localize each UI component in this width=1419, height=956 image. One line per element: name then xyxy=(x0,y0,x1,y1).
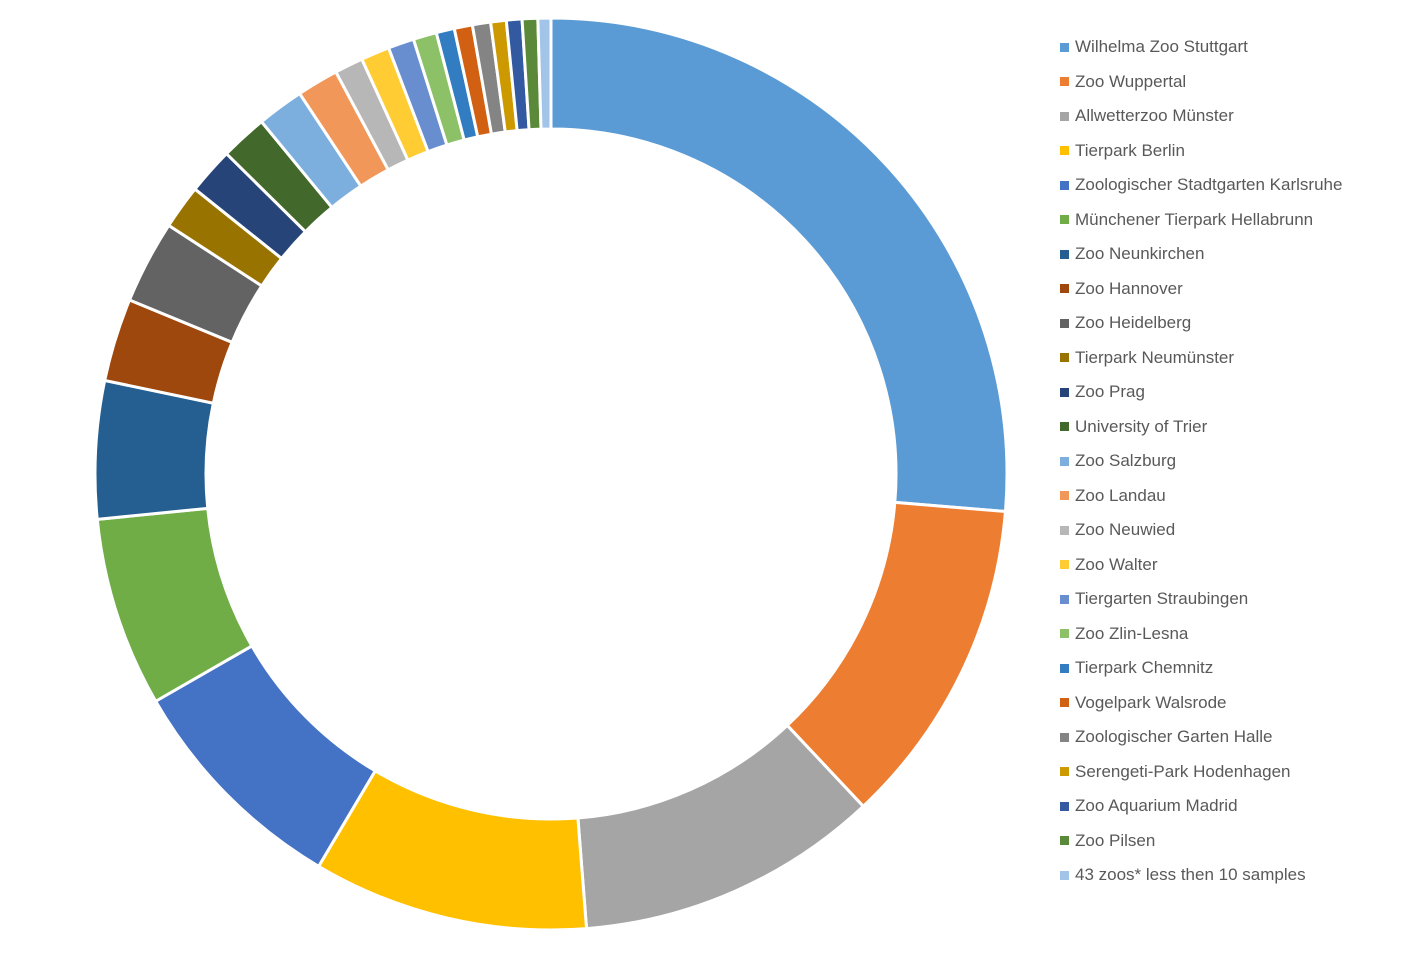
legend-item: Tierpark Berlin xyxy=(1060,134,1415,169)
legend-item: Vogelpark Walsrode xyxy=(1060,686,1415,721)
legend-swatch xyxy=(1060,767,1069,777)
legend-label: Tierpark Chemnitz xyxy=(1075,658,1214,678)
legend-item: Zoo Wuppertal xyxy=(1060,65,1415,100)
legend-swatch xyxy=(1060,629,1069,639)
legend-swatch xyxy=(1060,249,1069,259)
legend-label: Tierpark Berlin xyxy=(1075,140,1185,160)
legend-swatch xyxy=(1060,594,1069,604)
legend-label: Zoologischer Stadtgarten Karlsruhe xyxy=(1075,175,1343,195)
legend-item: Zoologischer Garten Halle xyxy=(1060,720,1415,755)
legend-label: Zoo Neuwied xyxy=(1075,520,1176,540)
legend-swatch xyxy=(1060,77,1069,87)
legend-item: University of Trier xyxy=(1060,410,1415,445)
legend-item: Zoo Prag xyxy=(1060,375,1415,410)
legend-swatch xyxy=(1060,42,1069,52)
legend-swatch xyxy=(1060,422,1069,432)
legend-label: Zoo Heidelberg xyxy=(1075,313,1192,333)
legend-item: Wilhelma Zoo Stuttgart xyxy=(1060,30,1415,65)
legend-swatch xyxy=(1060,456,1069,466)
legend-label: 43 zoos* less then 10 samples xyxy=(1075,865,1306,885)
legend-swatch xyxy=(1060,732,1069,742)
legend-item: Zoo Heidelberg xyxy=(1060,306,1415,341)
legend-item: Tiergarten Straubingen xyxy=(1060,582,1415,617)
legend-item: Zoo Walter xyxy=(1060,548,1415,583)
legend-item: Zoo Pilsen xyxy=(1060,824,1415,859)
legend-item: Serengeti-Park Hodenhagen xyxy=(1060,755,1415,790)
legend-item: Zoo Hannover xyxy=(1060,272,1415,307)
legend-swatch xyxy=(1060,491,1069,501)
legend-swatch xyxy=(1060,215,1069,225)
donut-slice-1 xyxy=(549,16,1009,514)
legend-label: Zoo Salzburg xyxy=(1075,451,1177,471)
legend-label: University of Trier xyxy=(1075,416,1208,436)
donut-slice-7 xyxy=(93,378,216,522)
legend-swatch xyxy=(1060,353,1069,363)
legend-swatch xyxy=(1060,560,1069,570)
legend-label: Zoo Pilsen xyxy=(1075,830,1156,850)
legend-label: Zoologischer Garten Halle xyxy=(1075,727,1273,747)
legend-item: Zoo Landau xyxy=(1060,479,1415,514)
legend-swatch xyxy=(1060,318,1069,328)
legend-label: Zoo Aquarium Madrid xyxy=(1075,796,1238,816)
legend-item: Zoo Salzburg xyxy=(1060,444,1415,479)
legend-item: Zoo Neuwied xyxy=(1060,513,1415,548)
legend-label: Vogelpark Walsrode xyxy=(1075,692,1227,712)
legend-swatch xyxy=(1060,525,1069,535)
legend-item: Tierpark Neumünster xyxy=(1060,341,1415,376)
legend-label: Zoo Hannover xyxy=(1075,278,1183,298)
legend-label: Zoo Prag xyxy=(1075,382,1145,402)
legend-item: Zoo Aquarium Madrid xyxy=(1060,789,1415,824)
legend-swatch xyxy=(1060,284,1069,294)
legend-label: Tierpark Neumünster xyxy=(1075,347,1235,367)
chart-legend: Wilhelma Zoo Stuttgart Zoo Wuppertal Allwe… xyxy=(1060,30,1415,893)
donut-slice-25 xyxy=(536,16,553,131)
legend-item: Zoo Zlin-Lesna xyxy=(1060,617,1415,652)
legend-item: Tierpark Chemnitz xyxy=(1060,651,1415,686)
legend-item: Allwetterzoo Münster xyxy=(1060,99,1415,134)
legend-swatch xyxy=(1060,698,1069,708)
donut-chart xyxy=(93,16,1009,932)
legend-label: Zoo Walter xyxy=(1075,554,1158,574)
legend-label: Tiergarten Straubingen xyxy=(1075,589,1249,609)
legend-label: Zoo Wuppertal xyxy=(1075,71,1187,91)
legend-swatch xyxy=(1060,111,1069,121)
legend-label: Zoo Neunkirchen xyxy=(1075,244,1205,264)
legend-swatch xyxy=(1060,663,1069,673)
legend-label: Allwetterzoo Münster xyxy=(1075,106,1234,126)
legend-label: Zoo Landau xyxy=(1075,485,1166,505)
legend-label: Münchener Tierpark Hellabrunn xyxy=(1075,209,1314,229)
legend-label: Wilhelma Zoo Stuttgart xyxy=(1075,37,1248,57)
legend-swatch xyxy=(1060,180,1069,190)
legend-swatch xyxy=(1060,387,1069,397)
legend-item: Zoologischer Stadtgarten Karlsruhe xyxy=(1060,168,1415,203)
donut-chart-area xyxy=(93,16,1009,932)
legend-swatch xyxy=(1060,146,1069,156)
legend-label: Serengeti-Park Hodenhagen xyxy=(1075,761,1291,781)
legend-item: Zoo Neunkirchen xyxy=(1060,237,1415,272)
legend-swatch xyxy=(1060,870,1069,880)
legend-swatch xyxy=(1060,801,1069,811)
legend-label: Zoo Zlin-Lesna xyxy=(1075,623,1189,643)
legend-item: 43 zoos* less then 10 samples xyxy=(1060,858,1415,893)
legend-item: Münchener Tierpark Hellabrunn xyxy=(1060,203,1415,238)
legend-swatch xyxy=(1060,836,1069,846)
